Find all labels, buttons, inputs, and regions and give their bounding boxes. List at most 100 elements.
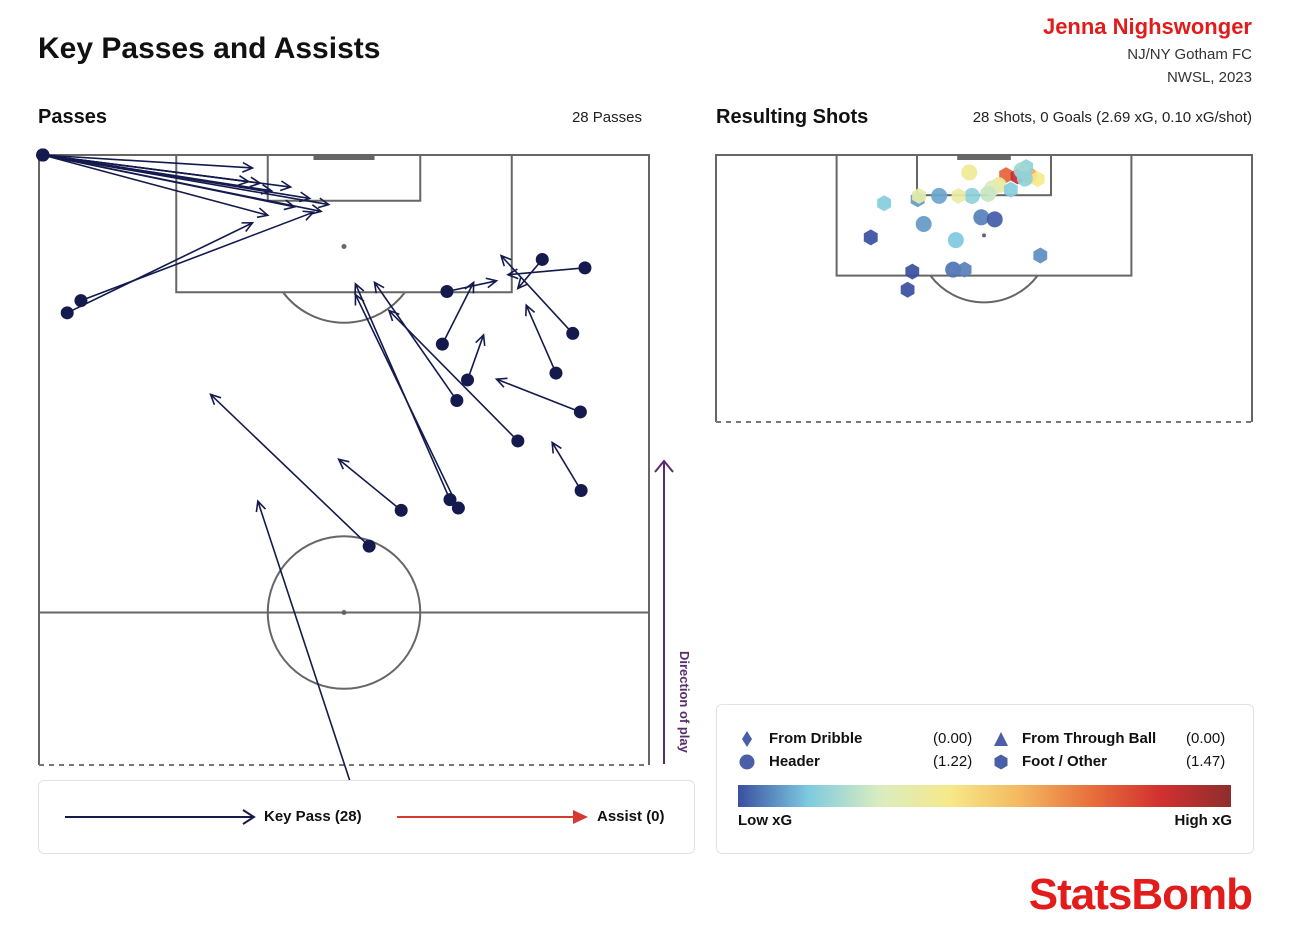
shot-marker-header [1016,170,1033,187]
direction-of-play-arrow [654,459,674,764]
key-pass-arrowhead [255,499,267,513]
from-through-ball-value: (0.00) [1186,730,1226,747]
key-pass-origin [60,306,74,320]
key-pass-arrow [36,148,323,215]
key-pass-legend-label: Key Pass (28) [264,808,362,825]
key-pass-arrow [74,210,316,308]
foot-other-label: Foot / Other [1022,753,1107,770]
shot-marker-header [947,232,964,249]
key-pass-origin [549,366,563,380]
passes-pitch: Direction of play [36,148,692,780]
key-pass-origin [440,284,454,298]
key-pass-line [441,281,475,345]
diamond-icon [742,731,752,747]
penalty-arc [282,291,406,324]
key-pass-origin [578,261,592,275]
key-pass-line [500,255,574,334]
shot-marker-foot-other [877,195,892,212]
key-pass-origin [74,294,88,308]
statsbomb-logo: StatsBomb [1028,870,1253,919]
shot-marker-header [945,261,962,278]
passes-panel-title: Passes [38,106,107,128]
direction-of-play-label: Direction of play [677,651,692,754]
from-through-ball-label: From Through Ball [1022,730,1157,747]
goal [957,155,1011,160]
key-pass-arrow [373,280,464,408]
key-pass-line [466,334,485,381]
key-pass-line [257,500,351,780]
key-pass-arrow [551,440,588,497]
passes-count: 28 Passes [571,109,642,126]
direction-arrow-head [654,459,674,473]
key-pass-origin [574,484,588,497]
shot-legend: From Dribble (0.00) From Through Ball (0… [716,704,1254,854]
pass-arrows [36,148,592,780]
xg-color-scale [738,785,1231,807]
shot-marker-header [963,187,980,204]
player-name: Jenna Nighswonger [1042,14,1252,39]
shot-marker-foot-other [900,281,915,298]
centre-circle [266,535,422,690]
key-pass-arrowhead [516,277,529,290]
penalty-arc [929,274,1039,304]
shots-pitch [715,154,1253,423]
key-pass-line [551,442,582,491]
from-dribble-value: (0.00) [933,730,973,747]
key-pass-line [66,222,253,314]
key-pass-line [42,154,291,188]
shot-marker-header [961,164,978,181]
key-pass-line [42,154,322,213]
header-value: (1.22) [933,753,973,770]
shot-marker-foot-other [912,187,926,204]
key-pass-arrowhead [525,303,536,317]
shot-marker-header [931,187,948,204]
six-yard-box [266,154,422,202]
key-pass-origin [36,148,50,162]
key-pass-arrowhead [373,280,385,294]
shot-marker-header [973,209,990,226]
key-pass-arrowhead [337,458,350,470]
penalty-spot [341,244,347,249]
key-pass-line [210,393,370,547]
key-pass-line [525,304,557,374]
key-pass-arrowhead [302,210,316,221]
key-pass-arrow [387,309,525,448]
key-pass-arrowhead [551,440,562,454]
key-pass-origin [394,503,408,517]
circle-icon [739,754,755,770]
key-pass-arrowhead [464,280,475,294]
shot-marker-foot-other [1003,181,1018,198]
key-pass-arrowhead [475,333,486,346]
penalty-area [175,154,513,294]
shot-marker-header [980,185,997,202]
shot-marker-foot-other [863,229,878,246]
centre-spot [341,610,347,615]
key-pass-line [496,378,581,413]
goal [313,155,375,160]
assist-legend-label: Assist (0) [597,808,665,825]
key-pass-line [80,211,314,302]
foot-other-value: (1.47) [1186,753,1226,770]
key-pass-origin [566,326,580,340]
key-pass-line [42,154,253,169]
key-pass-origin [435,337,449,351]
key-pass-origin [573,405,587,419]
key-pass-origin [451,501,465,515]
from-dribble-label: From Dribble [769,730,863,747]
key-pass-arrowhead [485,277,499,289]
key-pass-origin [461,373,475,387]
key-pass-arrowhead [279,180,293,192]
key-pass-arrow [516,252,549,290]
key-pass-line [354,294,460,509]
high-xg-label: High xG [1174,812,1232,829]
key-pass-arrowhead [354,282,365,295]
key-pass-arrow [525,303,563,380]
shot-marker-header [915,216,932,233]
low-xg-label: Low xG [738,812,793,829]
key-pass-arrowhead [317,197,331,209]
key-pass-line [42,154,268,217]
key-pass-arrowhead [209,393,222,406]
shot-marker-foot-other [1030,171,1045,188]
key-pass-legend-arrow [65,809,256,825]
key-pass-arrowhead [387,309,400,322]
